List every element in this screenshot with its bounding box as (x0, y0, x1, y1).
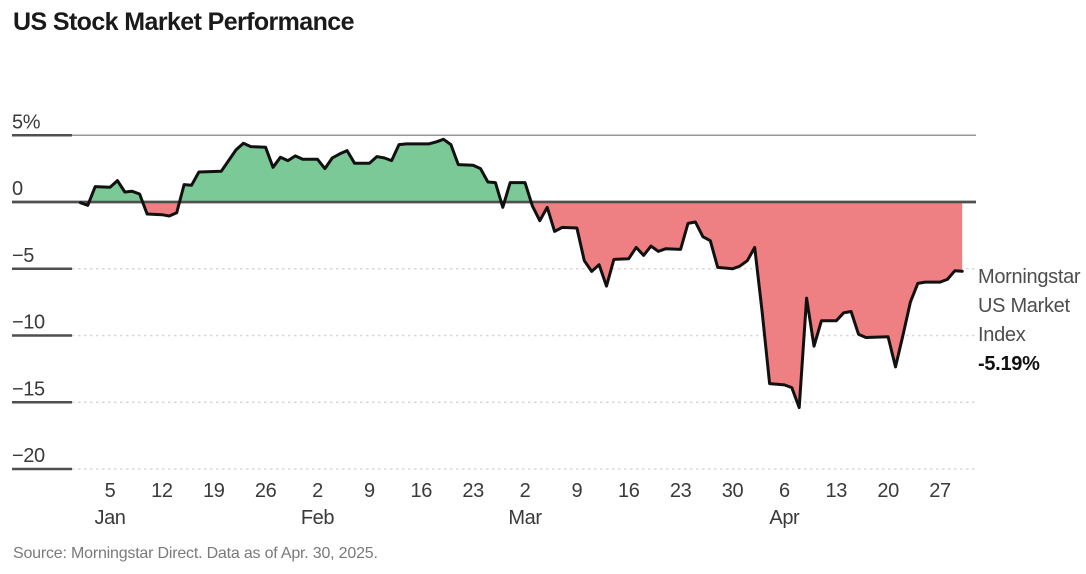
x-tick-label: 9 (364, 480, 375, 502)
series-annotation: Morningstar US Market Index -5.19% (978, 263, 1081, 379)
x-tick-label: 27 (929, 480, 951, 502)
y-tick-label: −20 (12, 445, 45, 467)
x-tick-label: 6 (779, 480, 790, 502)
y-tick-label: −15 (12, 378, 45, 400)
y-tick-label: −5 (12, 245, 34, 267)
annotation-series-name-line1: Morningstar (978, 266, 1081, 288)
x-tick-label: 30 (722, 480, 744, 502)
area-positive (80, 139, 963, 202)
annotation-final-value: -5.19% (978, 353, 1040, 375)
x-tick-label: 16 (411, 480, 433, 502)
x-tick-label: 16 (618, 480, 640, 502)
x-tick-label: 23 (462, 480, 484, 502)
x-tick-label: 20 (877, 480, 899, 502)
x-month-label: Feb (301, 507, 335, 529)
x-month-label: Mar (508, 507, 542, 529)
source-note: Source: Morningstar Direct. Data as of A… (13, 545, 378, 562)
y-tick-label: 0 (12, 178, 23, 200)
x-tick-label: 2 (312, 480, 323, 502)
x-month-label: Jan (94, 507, 125, 529)
y-tick-label: −10 (12, 312, 45, 334)
area-negative (80, 202, 963, 408)
series-line (78, 137, 964, 410)
annotation-series-name-line2: US Market (978, 295, 1070, 317)
x-tick-label: 19 (203, 480, 225, 502)
x-tick-label: 2 (520, 480, 531, 502)
annotation-series-name-line3: Index (978, 324, 1026, 346)
x-tick-label: 13 (826, 480, 848, 502)
x-month-label: Apr (769, 507, 800, 529)
x-tick-label: 9 (572, 480, 583, 502)
page-title: US Stock Market Performance (13, 8, 354, 36)
x-tick-label: 26 (255, 480, 277, 502)
x-tick-label: 23 (670, 480, 692, 502)
x-tick-label: 5 (105, 480, 116, 502)
y-tick-label: 5% (12, 111, 41, 133)
x-tick-label: 12 (151, 480, 173, 502)
